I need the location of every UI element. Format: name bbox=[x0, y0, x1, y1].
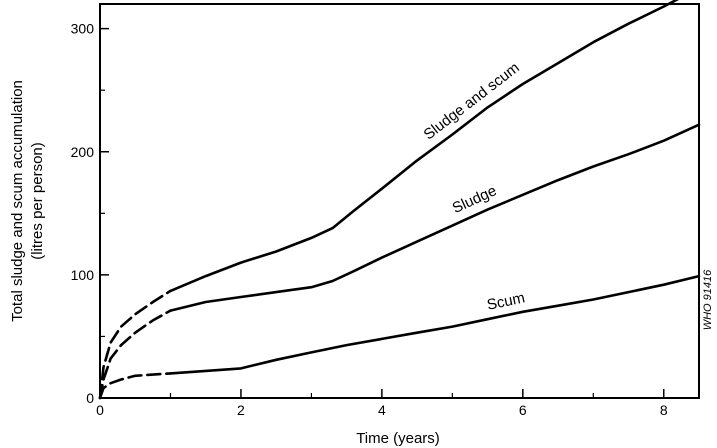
reference-code: WHO 91416 bbox=[702, 269, 714, 330]
plot-border bbox=[99, 3, 700, 399]
series-line-sludge-dashed bbox=[98, 309, 172, 400]
x-axis-title: Time (years) bbox=[356, 430, 440, 447]
series-line-scum-dashed bbox=[98, 372, 172, 400]
x-tick-label: 2 bbox=[237, 402, 245, 418]
ticks bbox=[99, 27, 665, 399]
series-line-sludge bbox=[169, 123, 701, 312]
y-axis-title-line2: (litres per person) bbox=[29, 142, 46, 260]
tick-labels: 0 100 200 300 0 2 4 6 8 bbox=[71, 21, 668, 418]
series-line-scum bbox=[169, 274, 701, 375]
series-labels: Sludge and scum Sludge Scum bbox=[421, 59, 527, 314]
plot-frame bbox=[99, 3, 700, 399]
y-tick-label: 200 bbox=[71, 144, 95, 160]
x-tick-label: 4 bbox=[378, 402, 386, 418]
y-tick-label: 100 bbox=[71, 267, 95, 283]
series-label-sludge: Sludge bbox=[450, 182, 500, 217]
y-tick-label: 0 bbox=[86, 390, 94, 406]
y-tick-label: 300 bbox=[71, 21, 95, 37]
x-tick-label: 8 bbox=[660, 402, 668, 418]
series-line-sludge-and-scum-dashed bbox=[98, 289, 172, 400]
x-tick-label: 6 bbox=[519, 402, 527, 418]
series-label-scum: Scum bbox=[485, 289, 526, 313]
y-axis-title: Total sludge and scum accumulation (litr… bbox=[9, 80, 46, 322]
series-line-sludge-and-scum bbox=[169, 0, 679, 293]
series-label-sludge-and-scum: Sludge and scum bbox=[421, 59, 523, 143]
series-layer bbox=[98, 0, 701, 400]
y-axis-title-line1: Total sludge and scum accumulation bbox=[9, 80, 26, 322]
x-tick-label: 0 bbox=[96, 402, 104, 418]
